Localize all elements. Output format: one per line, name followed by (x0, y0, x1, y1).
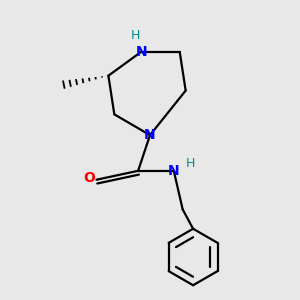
Text: H: H (185, 157, 195, 170)
Text: O: O (83, 171, 95, 185)
Text: N: N (135, 45, 147, 59)
Text: H: H (130, 29, 140, 42)
Text: N: N (144, 128, 156, 142)
Text: N: N (168, 164, 180, 178)
